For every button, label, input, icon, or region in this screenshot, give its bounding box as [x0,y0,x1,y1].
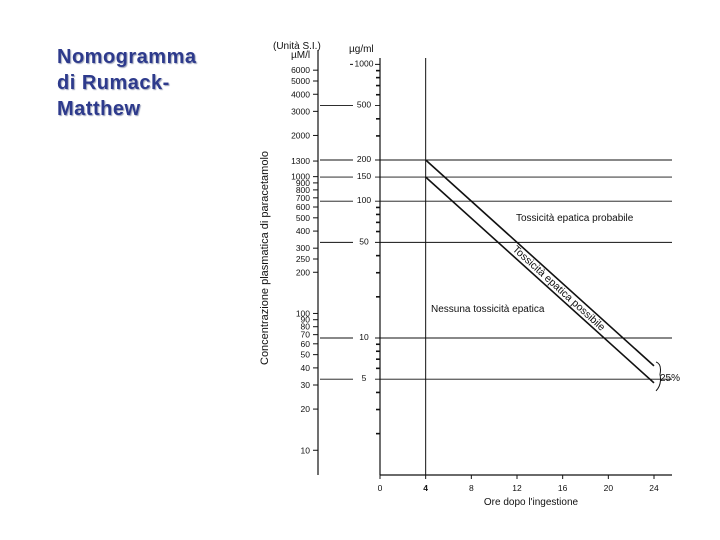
mass-tick-label: 5 [362,373,367,383]
si-tick-label: 50 [301,350,311,360]
x-tick-label: 16 [558,483,568,493]
mass-label-bg [353,373,375,383]
mass-unit-label: µg/ml [349,44,374,55]
si-tick-label: 30 [301,380,311,390]
si-tick-label: 40 [301,363,311,373]
si-units-header: (Unità S.I.) [273,41,321,52]
x-tick-label: 8 [469,483,474,493]
si-tick-label: 100 [296,308,310,318]
si-tick-label: 200 [296,267,310,277]
si-tick-label: 1000 [291,172,310,182]
slide-title-line-2: di Rumack- [57,72,170,94]
annotation-none: Nessuna tossicità epatica [431,304,545,315]
mass-tick-label: 50 [359,236,369,246]
si-tick-label: 600 [296,202,310,212]
si-tick-label: 900 [296,178,310,188]
si-tick-label: 2000 [291,130,310,140]
mass-label-bg [353,332,375,341]
si-tick-label: 20 [301,404,311,414]
mass-tick-label: 500 [357,100,371,110]
treatment-line-2 [425,176,655,384]
x-tick-label: 0 [378,483,383,493]
annotation-margin: 25% [660,373,680,384]
si-tick-label: 300 [296,243,310,253]
mass-label-bg [353,171,375,181]
si-tick-label: 5000 [291,76,310,86]
si-tick-label: 1300 [291,156,310,166]
axes-group [317,50,672,476]
si-tick-label: 6000 [291,65,310,75]
series-group [425,159,661,392]
si-tick-label: 70 [301,330,311,340]
mass-label-bg [353,154,375,163]
si-tick-label: 400 [296,226,310,236]
y-axis-label: Concentrazione plasmatica di paracetamol… [259,151,271,365]
mass-label-bg [353,58,375,68]
mass-label-bg [353,99,375,109]
si-tick-label: 80 [301,322,311,332]
slide-title-line-1: Nomogramma [57,46,197,68]
margin-bracket [655,361,661,392]
treatment-line-1 [425,159,655,367]
mass-tick-label: 200 [357,154,371,164]
si-tick-label: 10 [301,445,311,455]
x-axis-label: Ore dopo l'ingestione [484,497,579,508]
mass-tick-label: 1000 [355,58,374,68]
si-tick-label: 250 [296,254,310,264]
x-tick-label: 4 [423,483,428,493]
si-tick-label: 800 [296,185,310,195]
slide-title: Nomogramma di Rumack- Matthew [57,44,237,122]
si-tick-label: 60 [301,339,311,349]
mass-tick-label: 10 [359,332,369,342]
mass-label-bg [353,236,375,246]
label-group: (Unità S.I.) µM/l µg/ml Concentrazione p… [259,41,680,508]
slide-title-line-3: Matthew [57,98,141,120]
x-tick-label: 24 [649,483,659,493]
annotation-possible: Tossicità epatica possibile [510,243,608,333]
si-tick-label: 500 [296,213,310,223]
mass-label-bg [353,195,375,205]
si-tick-label: 90 [301,315,311,325]
tick-group: 6000500040003000200013001000900800700600… [291,58,672,493]
si-tick-label: 4000 [291,89,310,99]
si-unit-label: µM/l [291,50,310,61]
x-tick-label: 12 [512,483,522,493]
x-tick-label: 20 [604,483,614,493]
annotation-probable: Tossicità epatica probabile [516,213,634,224]
mass-tick-label: 100 [357,195,371,205]
mass-tick-label: 150 [357,171,371,181]
si-tick-label: 3000 [291,106,310,116]
si-tick-label: 700 [296,193,310,203]
